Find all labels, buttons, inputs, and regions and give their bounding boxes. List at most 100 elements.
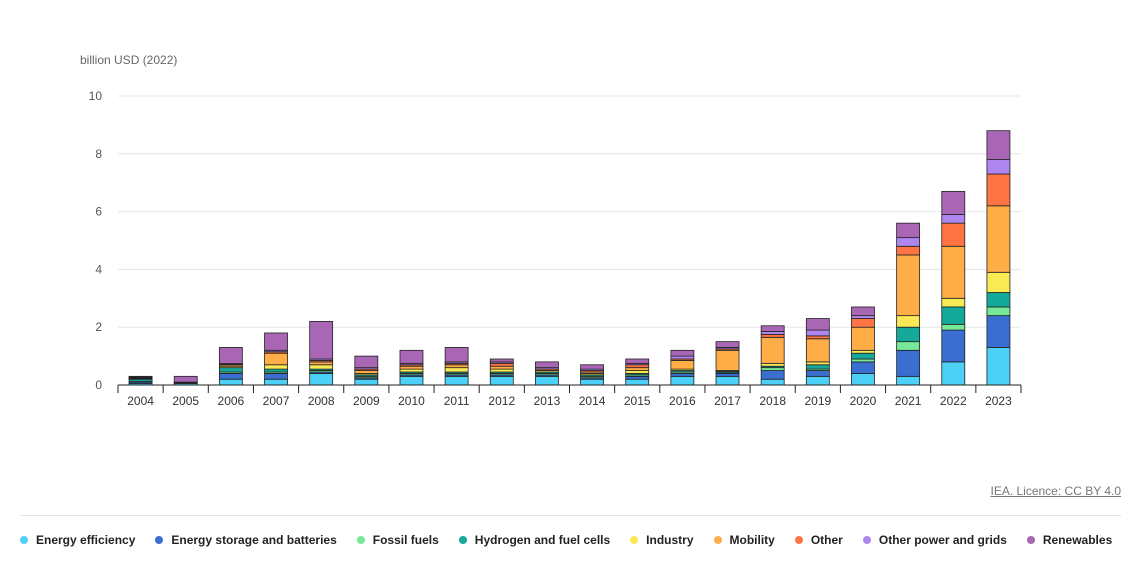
bar-segment[interactable] — [986, 306, 1011, 317]
bar-segment[interactable] — [896, 245, 921, 256]
bar-segment[interactable] — [941, 214, 966, 224]
bar-segment[interactable] — [851, 306, 875, 317]
bar-segment[interactable] — [670, 349, 695, 357]
bar-stack[interactable] — [805, 318, 830, 386]
licence-link[interactable]: IEA. Licence: CC BY 4.0 — [990, 484, 1121, 498]
bar-segment[interactable] — [760, 378, 785, 386]
bar-segment[interactable] — [173, 375, 198, 383]
bar-segment[interactable] — [986, 347, 1011, 386]
bar-segment[interactable] — [896, 326, 921, 343]
bar-segment[interactable] — [851, 373, 875, 386]
bar-segment[interactable] — [264, 378, 288, 386]
bar-segment[interactable] — [625, 358, 650, 364]
bar-segment[interactable] — [805, 375, 830, 386]
bar-segment[interactable] — [670, 375, 695, 386]
bar-segment[interactable] — [580, 378, 604, 386]
bar-stack[interactable] — [399, 349, 424, 386]
bar-stack[interactable] — [309, 321, 334, 386]
bar-segment[interactable] — [760, 370, 785, 380]
bar-stack[interactable] — [489, 358, 514, 386]
bar-segment[interactable] — [264, 364, 288, 370]
legend-item[interactable]: Industry — [630, 531, 694, 548]
bar-segment[interactable] — [986, 173, 1011, 207]
bar-segment[interactable] — [715, 375, 740, 386]
bar-segment[interactable] — [399, 375, 424, 386]
bar-segment[interactable] — [805, 335, 830, 340]
bar-stack[interactable] — [173, 375, 198, 386]
bar-segment[interactable] — [896, 237, 921, 247]
bar-segment[interactable] — [986, 315, 1011, 348]
legend-item[interactable]: Fossil fuels — [356, 531, 439, 548]
legend-item[interactable]: Energy efficiency — [20, 531, 135, 548]
bar-segment[interactable] — [896, 341, 921, 351]
bar-segment[interactable] — [354, 378, 379, 386]
bar-stack[interactable] — [128, 375, 153, 386]
bar-segment[interactable] — [264, 352, 288, 366]
bar-segment[interactable] — [986, 271, 1011, 293]
bar-segment[interactable] — [444, 364, 469, 369]
bar-segment[interactable] — [535, 361, 559, 369]
bar-segment[interactable] — [941, 297, 966, 308]
bar-segment[interactable] — [805, 329, 830, 337]
bar-segment[interactable] — [896, 315, 921, 328]
legend-item[interactable]: Hydrogen and fuel cells — [458, 531, 610, 548]
bar-segment[interactable] — [489, 362, 514, 367]
bar-segment[interactable] — [986, 159, 1011, 175]
bar-segment[interactable] — [760, 336, 785, 364]
bar-segment[interactable] — [805, 318, 830, 331]
bar-segment[interactable] — [896, 222, 921, 239]
bar-segment[interactable] — [218, 378, 243, 386]
bar-segment[interactable] — [851, 361, 875, 374]
bar-segment[interactable] — [941, 222, 966, 247]
bar-stack[interactable] — [218, 347, 243, 386]
bar-segment[interactable] — [851, 315, 875, 319]
bar-stack[interactable] — [535, 361, 559, 386]
bar-segment[interactable] — [264, 373, 288, 380]
bar-segment[interactable] — [851, 358, 875, 363]
bar-segment[interactable] — [986, 205, 1011, 273]
bar-segment[interactable] — [715, 349, 740, 371]
bar-segment[interactable] — [670, 373, 695, 377]
bar-segment[interactable] — [625, 378, 650, 386]
bar-segment[interactable] — [760, 362, 785, 367]
bar-segment[interactable] — [941, 361, 966, 386]
bar-segment[interactable] — [625, 367, 650, 371]
bar-segment[interactable] — [851, 352, 875, 360]
bar-stack[interactable] — [580, 364, 604, 386]
bar-segment[interactable] — [354, 370, 379, 374]
bar-stack[interactable] — [851, 306, 875, 386]
bar-segment[interactable] — [489, 358, 514, 363]
bar-stack[interactable] — [896, 222, 921, 386]
bar-segment[interactable] — [625, 364, 650, 369]
bar-stack[interactable] — [264, 332, 288, 386]
bar-stack[interactable] — [986, 130, 1011, 386]
bar-segment[interactable] — [309, 364, 334, 370]
bar-segment[interactable] — [941, 245, 966, 299]
bar-segment[interactable] — [128, 375, 153, 378]
bar-segment[interactable] — [760, 367, 785, 371]
bar-segment[interactable] — [986, 130, 1011, 160]
bar-segment[interactable] — [760, 325, 785, 332]
bar-segment[interactable] — [489, 365, 514, 370]
bar-stack[interactable] — [670, 349, 695, 386]
bar-segment[interactable] — [851, 318, 875, 328]
legend-item[interactable]: Other power and grids — [862, 531, 1007, 548]
bar-segment[interactable] — [986, 292, 1011, 308]
bar-segment[interactable] — [399, 365, 424, 370]
bar-segment[interactable] — [670, 360, 695, 370]
bar-segment[interactable] — [535, 375, 559, 386]
bar-segment[interactable] — [489, 375, 514, 386]
bar-segment[interactable] — [309, 321, 334, 360]
bar-segment[interactable] — [218, 347, 243, 365]
bar-segment[interactable] — [399, 368, 424, 373]
bar-segment[interactable] — [805, 370, 830, 377]
legend-item[interactable]: Other — [794, 531, 843, 548]
bar-segment[interactable] — [896, 375, 921, 386]
bar-segment[interactable] — [444, 367, 469, 373]
bar-segment[interactable] — [941, 306, 966, 325]
bar-segment[interactable] — [399, 349, 424, 364]
bar-segment[interactable] — [625, 370, 650, 374]
bar-segment[interactable] — [760, 334, 785, 338]
bar-segment[interactable] — [941, 329, 966, 363]
bar-segment[interactable] — [896, 254, 921, 317]
